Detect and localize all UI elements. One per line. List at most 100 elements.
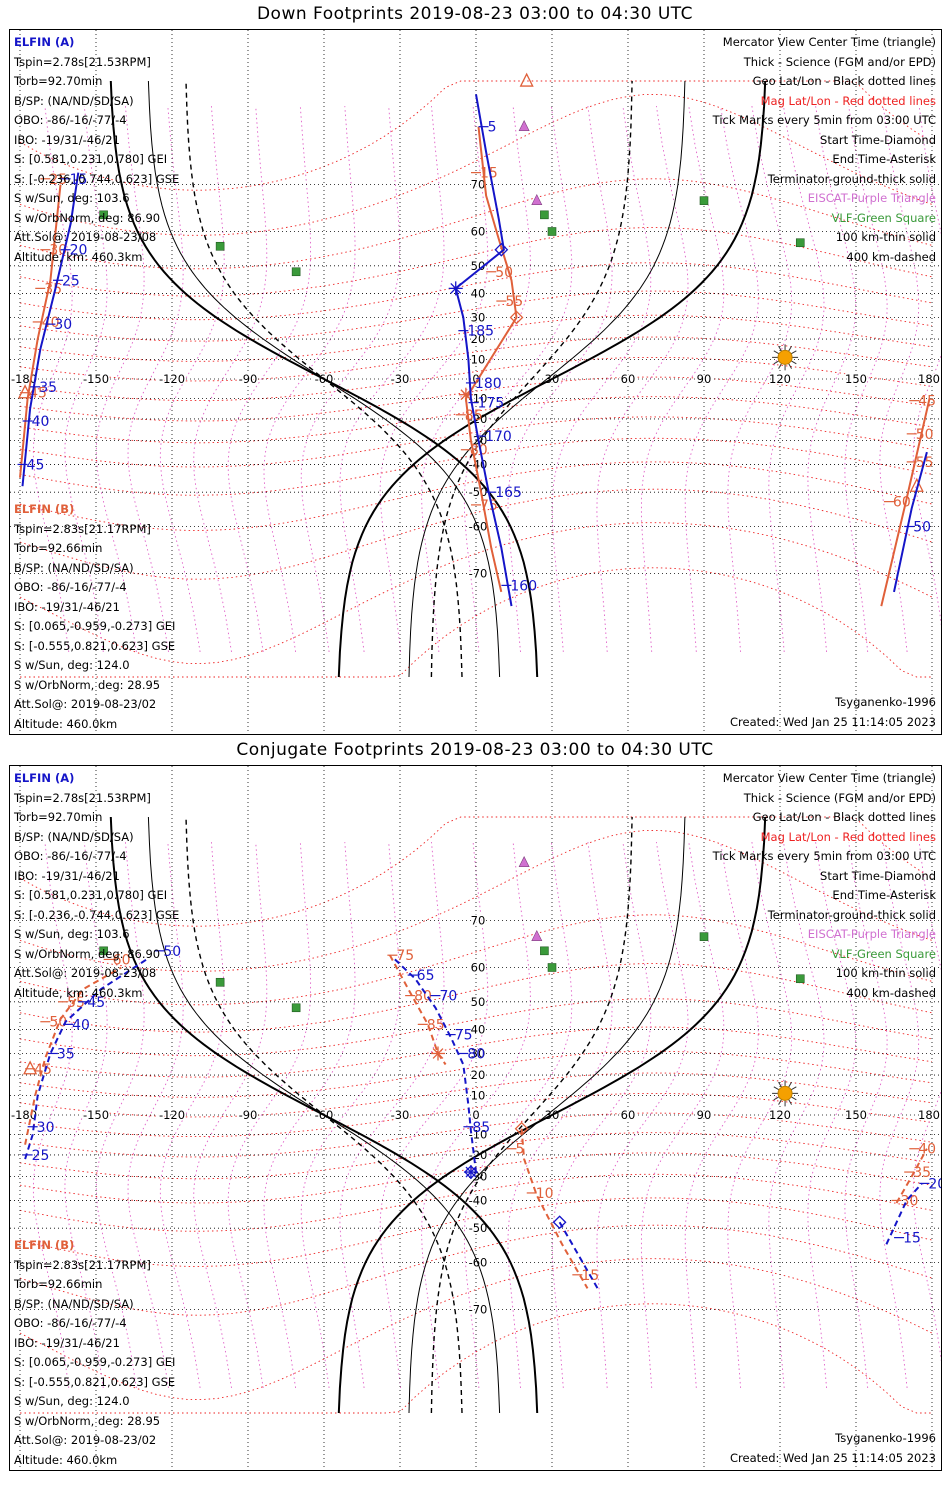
elfin-a-param: B/SP: (NA/ND/SD/SA) [14, 829, 134, 844]
longitude-tick-label: 90 [697, 372, 712, 386]
elfin-b-tick-label: 35 [44, 281, 62, 297]
elfin-b-tick-label: 45 [34, 1062, 52, 1078]
elfin-b-footprint-track [19, 184, 62, 478]
magnetic-longitude-line [640, 842, 725, 1388]
elfin-a-tick-label: 30 [37, 1120, 55, 1136]
magnetic-longitude-line [844, 842, 888, 1388]
elfin-a-tick-label: 35 [57, 1046, 75, 1062]
latitude-tick-label: 40 [471, 1023, 486, 1037]
elfin-a-param: S w/OrbNorm, deg: 86.90 [14, 210, 161, 225]
elfin-a-tick-label: 165 [495, 485, 522, 501]
terminator-east [337, 80, 767, 678]
legend-entry: Terminator-ground-thick solid [767, 171, 936, 186]
longitude-tick-label: -90 [239, 1108, 258, 1122]
longitude-tick-label: 120 [769, 372, 791, 386]
elfin-a-info: ELFIN (A) Tspin=2.78s[21.53RPM] Torb=92.7… [14, 33, 179, 267]
legend-entry: Tick Marks every 5min from 03:00 UTC [712, 113, 936, 127]
down-footprints-map: -180 -150 -120 -90 -60 -30 0 30 60 90 120 150 180706… [10, 30, 941, 734]
elfin-a-param: S: [0.581,0.231,0.780] GEI [14, 888, 168, 902]
vlf-site-marker [547, 963, 557, 972]
magnetic-longitude-line [159, 842, 225, 1388]
elfin-b-param: S: [-0.555,0.821,0.623] GSE [14, 1374, 176, 1389]
altitude-100km-east [408, 80, 686, 678]
legend-entry: Start Time-Diamond [820, 868, 936, 883]
longitude-tick-label: 150 [845, 372, 867, 386]
elfin-b-param: Att.Sol@: 2019-08-23/02 [14, 1433, 157, 1447]
eiscat-site-marker [531, 929, 543, 941]
longitude-tick-label: 180 [918, 372, 940, 386]
latitude-tick-label: -50 [469, 1221, 488, 1235]
elfin-a-tick-label: 40 [72, 1017, 90, 1033]
magnetic-latitude-line [19, 178, 933, 270]
legend-entry: EISCAT-Purple Triangle [807, 191, 936, 205]
elfin-b-param: IBO: -19/31/-46/21 [14, 1335, 120, 1350]
elfin-b-param: Altitude: 460.0km [14, 716, 118, 731]
altitude-400km-west [185, 816, 463, 1414]
legend-entry: Geo Lat/Lon - Black dotted lines [752, 810, 936, 824]
legend-entry: 400 km-dashed [846, 985, 936, 1000]
elfin-b-tick-label: 5 [515, 1142, 524, 1158]
magnetic-latitude-line [19, 963, 933, 1033]
magnetic-longitude-line [339, 106, 445, 652]
magnetic-longitude-line [263, 842, 356, 1388]
magnetic-longitude-line [596, 842, 689, 1388]
elfin-b-param: Altitude: 460.0km [14, 1452, 118, 1467]
elfin-a-footprint-track [893, 451, 928, 593]
vlf-site-marker [215, 977, 225, 987]
elfin-b-param: B/SP: (NA/ND/SD/SA) [14, 560, 134, 575]
legend-entry: Geo Lat/Lon - Black dotted lines [752, 74, 936, 88]
elfin-a-start-diamond [494, 242, 509, 257]
sun-ray [778, 1081, 782, 1088]
elfin-a-param: Att.Sol@: 2019-08-23/08 [14, 966, 157, 980]
elfin-a-tick-label: 15 [70, 172, 88, 188]
magnetic-longitude-line [507, 106, 613, 652]
map-layer: -180 -150 -120 -90 -60 -30 0 30 60 90 120 150 180706… [10, 766, 941, 1470]
elfin-a-start-diamond [552, 1215, 567, 1230]
footer-info-conjugate: Tsyganenko-1996 Created: Wed Jan 25 11:1… [730, 1429, 936, 1468]
magnetic-longitude-line [463, 842, 573, 1388]
elfin-a-param: Torb=92.70min [14, 810, 103, 824]
elfin-a-header: ELFIN (A) [14, 35, 75, 49]
magnetic-longitude-line [879, 842, 920, 1388]
latitude-tick-label: 10 [471, 352, 486, 366]
elfin-a-tick-label: 180 [475, 376, 502, 392]
latitude-tick-label: -70 [469, 566, 488, 580]
magnetic-latitude-line [19, 290, 933, 342]
elfin-a-param: S: [0.581,0.231,0.780] GEI [14, 152, 168, 166]
legend-entry: Mercator View Center Time (triangle) [722, 35, 936, 49]
elfin-a-param: Tspin=2.78s[21.53RPM] [14, 790, 151, 805]
magnetic-longitude-line [32, 842, 73, 1388]
elfin-b-param: OBO: -86/-16/-77/-4 [14, 1316, 127, 1330]
elfin-b-tick-label: 10 [536, 1186, 554, 1202]
sun-ray [788, 345, 792, 352]
elfin-a-tick-label: 15 [903, 1231, 921, 1247]
sun-ray [773, 1096, 780, 1101]
elfin-a-param: Tspin=2.78s[21.53RPM] [14, 54, 151, 69]
elfin-a-tick-label: 50 [163, 944, 181, 960]
magnetic-longitude-line [463, 106, 573, 652]
elfin-b-footprint-track [464, 126, 518, 593]
elfin-a-header-conjugate: ELFIN (A) [14, 771, 75, 785]
elfin-b-tick-label: 35 [913, 1165, 931, 1181]
altitude-400km-west [185, 80, 463, 678]
elfin-a-param: IBO: -19/31/-46/21 [14, 868, 120, 883]
legend-entry: 100 km-thin solid [835, 230, 936, 244]
longitude-tick-label: 0 [472, 1108, 479, 1122]
elfin-b-tick-label: 50 [916, 427, 934, 443]
magnetic-longitude-line [379, 842, 489, 1388]
magnetic-latitude-line [19, 80, 933, 191]
longitude-tick-label: -30 [391, 372, 410, 386]
longitude-tick-label: 60 [621, 372, 636, 386]
elfin-b-param: Torb=92.66min [14, 1277, 103, 1291]
latitude-tick-label: 60 [471, 961, 486, 975]
magnetic-longitude-line [879, 106, 920, 652]
elfin-a-tick-label: 65 [417, 968, 435, 984]
sun-ray [788, 1081, 792, 1088]
latitude-tick-label: 40 [471, 287, 486, 301]
elfin-a-tick-label: 80 [467, 1046, 485, 1062]
magnetic-latitude-line [19, 1026, 933, 1078]
magnetic-longitude-line [64, 106, 108, 652]
magnetic-longitude-line [684, 842, 759, 1388]
latitude-tick-label: 50 [471, 259, 486, 273]
elfin-a-tick-label: 20 [70, 243, 88, 259]
